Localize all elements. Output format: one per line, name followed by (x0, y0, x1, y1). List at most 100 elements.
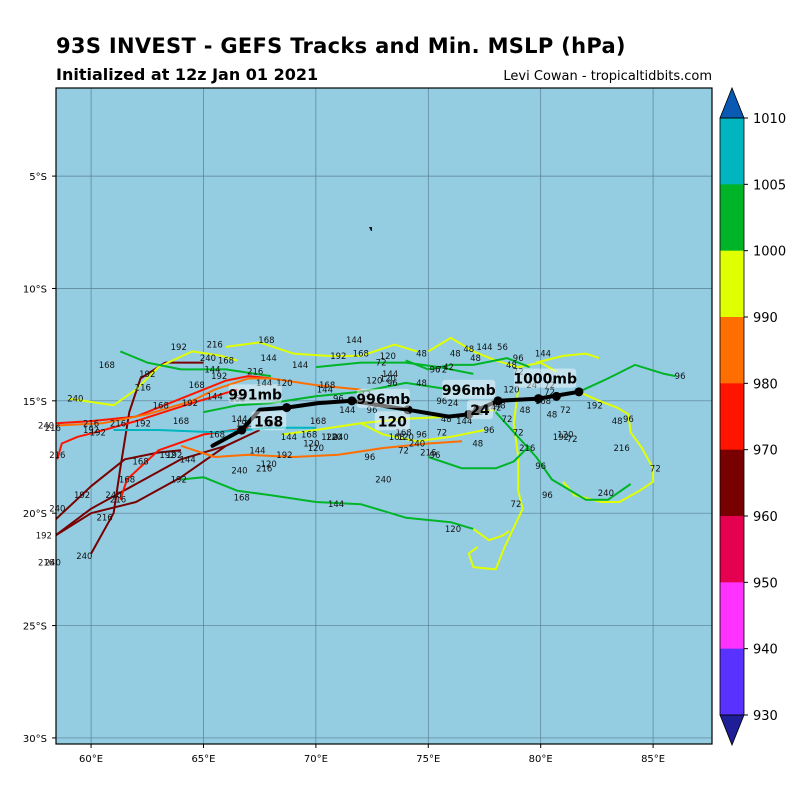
forecast-hour-label: 168 (535, 397, 551, 407)
colorbar-band (720, 118, 744, 185)
member-track (56, 429, 261, 537)
forecast-hour-label: 120 (321, 433, 337, 443)
forecast-hour-label: 72 (360, 390, 371, 400)
forecast-hour-label: 240 (375, 475, 391, 485)
forecast-hour-label: 240 (49, 505, 65, 515)
forecast-hour-label: 142 (485, 404, 501, 414)
forecast-hour-label: 216 (49, 451, 65, 461)
forecast-hour-label: 144 (281, 433, 297, 443)
forecast-hour-label: 96 (484, 426, 495, 436)
forecast-hour-label: 144 (231, 415, 247, 425)
forecast-hour-label: 144 (456, 417, 472, 427)
colorbar-band (720, 250, 744, 318)
forecast-hour-label: 168 (218, 356, 234, 366)
forecast-hour-label: 120 (398, 433, 414, 443)
mean-label-box (228, 384, 282, 404)
member-track (180, 440, 463, 458)
forecast-hour-label: 96 (430, 451, 441, 461)
forecast-hour-label: 96 (333, 395, 344, 405)
forecast-hour-label: 216 (110, 419, 126, 429)
forecast-hour-label: 192 (171, 475, 187, 485)
mean-label-box (442, 379, 496, 399)
forecast-hour-label: 120 (380, 374, 396, 384)
colorbar-tick-label: 930 (753, 709, 778, 724)
forecast-hour-label: 168 (229, 395, 245, 405)
colorbar-tick-label: 1010 (753, 112, 786, 127)
forecast-hour-label: 72 (398, 446, 409, 456)
member-track (494, 411, 632, 501)
forecast-hour-label: 192 (276, 451, 292, 461)
forecast-hour-label: 96 (367, 406, 378, 416)
forecast-hour-label: 240 (45, 559, 61, 569)
forecast-hour-label: 192 (90, 428, 106, 438)
forecast-hour-label: 168 (189, 381, 205, 391)
member-track (562, 390, 655, 503)
island-marker (369, 227, 372, 231)
member-track (467, 389, 524, 571)
lat-tick-label: 10°S (23, 284, 47, 295)
forecast-hour-label: 48 (495, 401, 506, 411)
mean-pressure-label: 996mb (356, 392, 410, 408)
forecast-hour-label: 72 (513, 428, 524, 438)
forecast-hour-label: 120 (261, 460, 277, 470)
forecast-hour-label: 96 (675, 372, 686, 382)
forecast-hour-label: 168 (119, 475, 135, 485)
forecast-hour-label: 72 (544, 388, 555, 398)
mean-pressure-label: 1000mb (513, 372, 577, 388)
colorbar-band (720, 449, 744, 517)
forecast-hour-label: 120 (503, 386, 519, 396)
forecast-hour-labels: 9672721441209624014421619219216824019216… (36, 336, 686, 568)
forecast-hour-label: 72 (376, 359, 387, 369)
lon-tick-label: 65°E (191, 754, 215, 765)
mean-track-marker (533, 394, 543, 404)
mean-pressure-label: 24 (470, 403, 490, 419)
forecast-hour-label: 144 (261, 354, 277, 364)
mean-track-marker (237, 425, 247, 435)
mean-label-box (356, 388, 410, 408)
member-track (315, 361, 474, 375)
forecast-hour-label: 96 (513, 354, 524, 364)
forecast-hour-label: 96 (535, 462, 546, 472)
forecast-hour-label: 168 (209, 431, 225, 441)
forecast-hour-label: 120 (445, 525, 461, 535)
forecast-hour-label: 144 (249, 446, 265, 456)
credit-text: Levi Cowan - tropicaltidbits.com (503, 69, 712, 84)
forecast-hour-label: 144 (476, 343, 492, 353)
forecast-hour-label: 144 (256, 379, 272, 389)
forecast-hour-label: 192 (36, 532, 52, 542)
forecast-hour-label: 216 (96, 514, 112, 524)
colorbar-band (720, 516, 744, 583)
mean-track-marker (347, 396, 357, 406)
forecast-hour-label: 216 (38, 559, 54, 569)
forecast-hour-label: 72 (502, 415, 513, 425)
forecast-hour-label: 240 (409, 440, 425, 450)
mean-track-marker (574, 387, 584, 397)
forecast-hour-label: 168 (263, 419, 279, 429)
lon-tick-label: 80°E (529, 754, 553, 765)
forecast-hour-label: 216 (110, 496, 126, 506)
member-track (180, 476, 474, 530)
ensemble-member-tracks (56, 336, 676, 571)
forecast-hour-label: 144 (180, 455, 196, 465)
mean-label-box (374, 411, 410, 431)
forecast-hour-label: 120 (303, 440, 319, 450)
forecast-hour-label: 168 (389, 433, 405, 443)
forecast-hour-label: 192 (171, 343, 187, 353)
colorbar-band (720, 184, 744, 252)
lat-tick-label: 5°S (29, 172, 47, 183)
forecast-hour-label: 96 (364, 453, 375, 463)
mean-label-box (466, 400, 493, 420)
forecast-hour-label: 144 (535, 350, 551, 360)
forecast-hour-label: 96 (623, 415, 634, 425)
mean-pressure-label: 120 (378, 414, 407, 430)
forecast-hour-label: 72 (544, 381, 555, 391)
forecast-hour-label: 168 (301, 431, 317, 441)
forecast-hour-label: 240 (231, 466, 247, 476)
lon-tick-label: 70°E (304, 754, 328, 765)
graticule (56, 88, 712, 744)
forecast-hour-label: 216 (256, 464, 272, 474)
forecast-hour-label: 144 (346, 336, 362, 346)
colorbar-tick-label: 960 (753, 510, 778, 525)
colorbar-band (720, 383, 744, 451)
